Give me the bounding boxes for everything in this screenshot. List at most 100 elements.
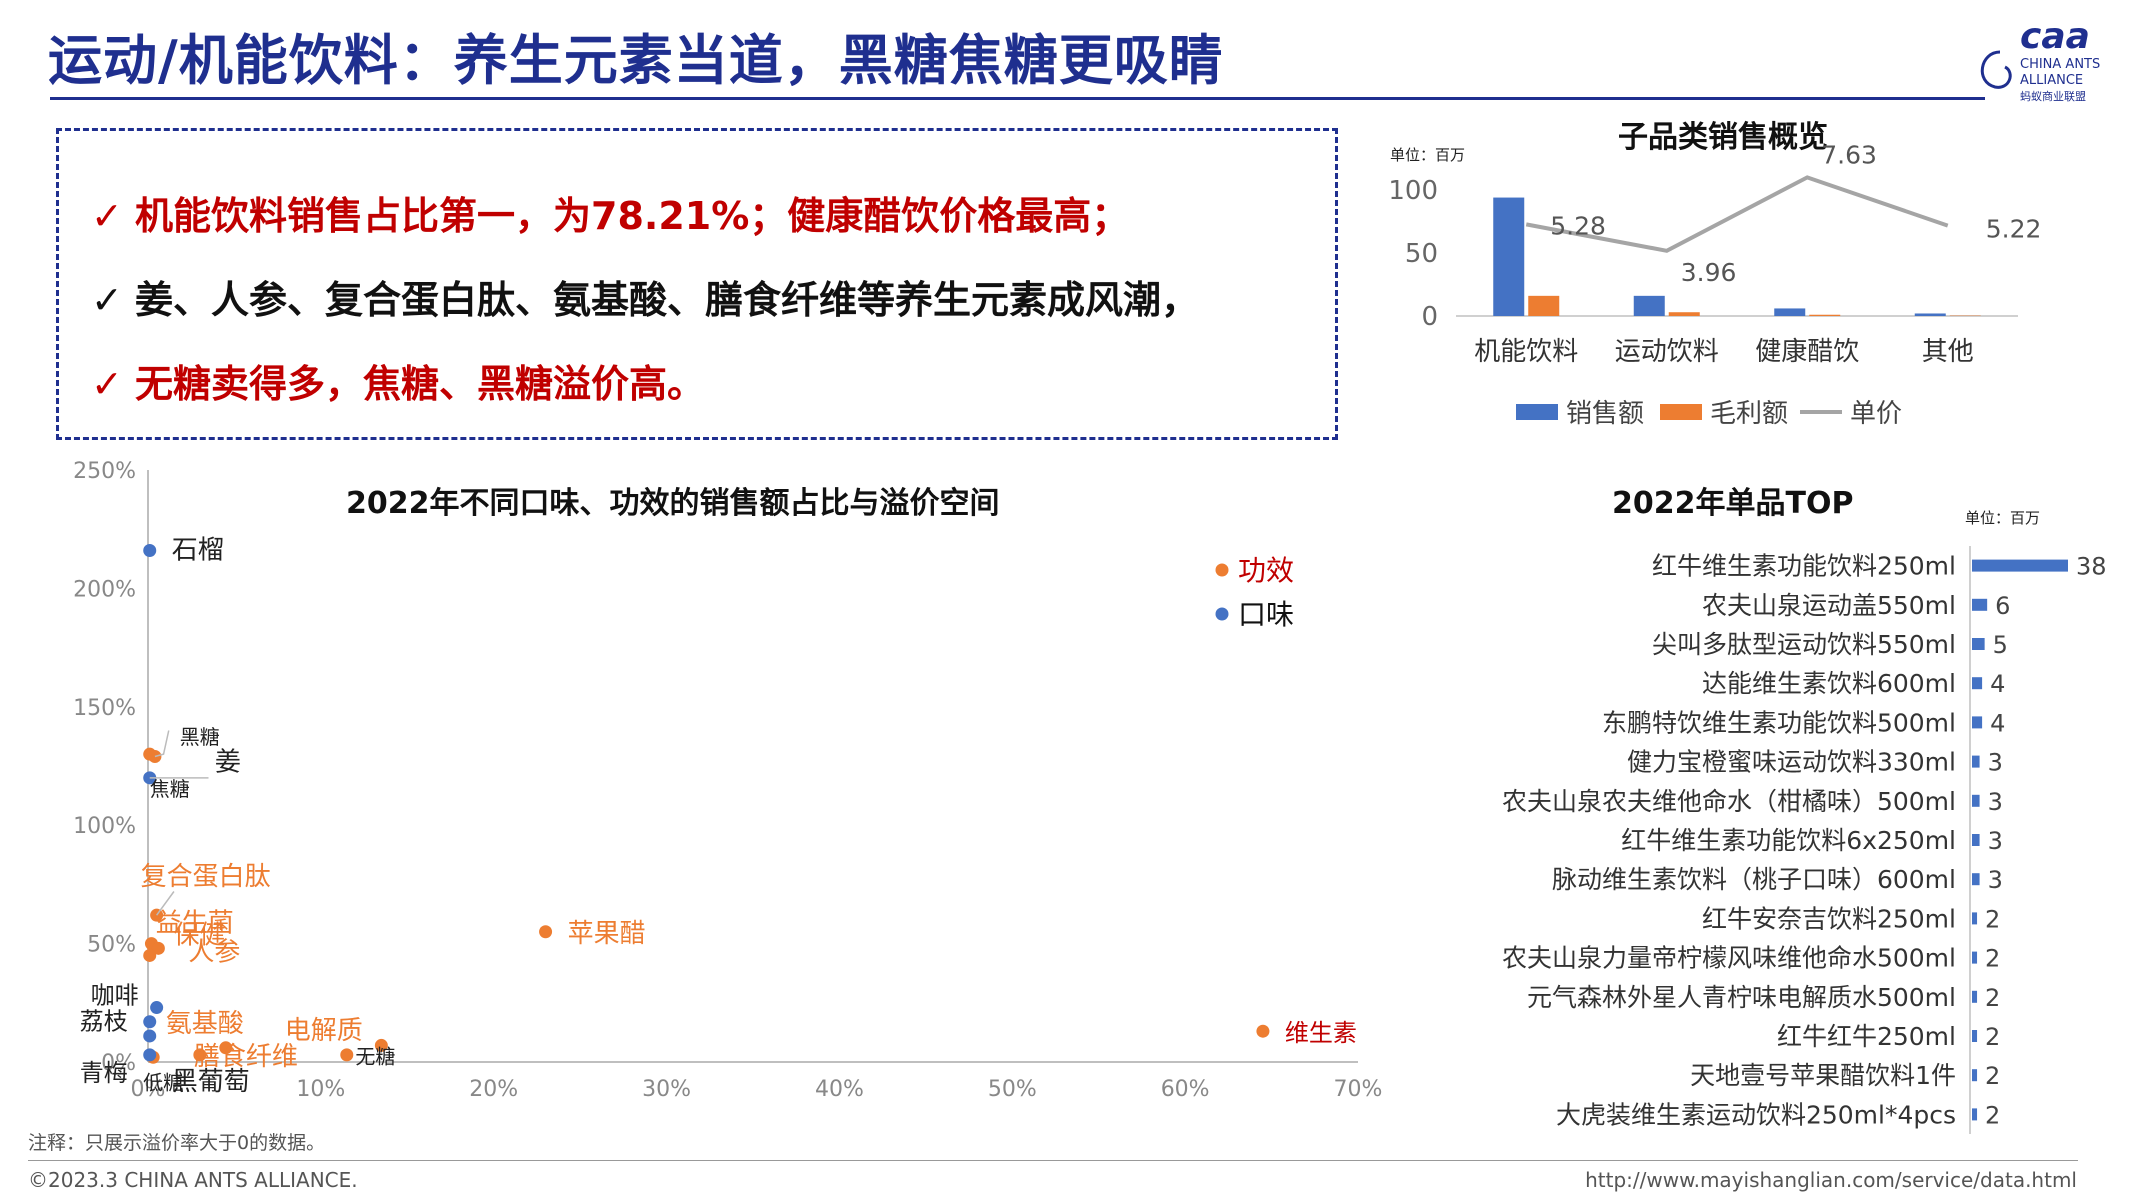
subcat-legend-marker xyxy=(1660,404,1702,420)
subcat-y-tick: 100 xyxy=(1388,176,1438,206)
scatter-point-label: 复合蛋白肽 xyxy=(141,862,271,892)
scatter-chart-title: 2022年不同口味、功效的销售额占比与溢价空间 xyxy=(346,486,1000,521)
subcat-price-label: 3.96 xyxy=(1681,258,1737,287)
scatter-y-tick: 50% xyxy=(87,933,136,958)
subcat-legend-label: 单价 xyxy=(1850,399,1902,429)
scatter-point xyxy=(151,941,165,955)
top-product-name: 天地壹号苹果醋饮料1件 xyxy=(1690,1061,1956,1090)
top-product-bar xyxy=(1972,873,1980,886)
subcat-price-line xyxy=(1525,175,1949,253)
logo-line1: CHINA ANTS xyxy=(2020,57,2100,72)
top-product-name: 达能维生素饮料600ml xyxy=(1702,669,1956,698)
subcat-price-label: 7.63 xyxy=(1821,140,1877,169)
scatter-legend-label: 口味 xyxy=(1238,598,1294,631)
subcat-sales-bar xyxy=(1914,313,1946,316)
top-product-name: 脉动维生素饮料（桃子口味）600ml xyxy=(1552,865,1956,894)
footnote: 注释：只展示溢价率大于0的数据。 xyxy=(28,1132,326,1154)
finding-text: 机能饮料销售占比第一，为78.21%；健康醋饮价格最高； xyxy=(135,194,1130,238)
top-product-name: 尖叫多肽型运动饮料550ml xyxy=(1652,630,1956,659)
key-findings-box: ✓ 机能饮料销售占比第一，为78.21%；健康醋饮价格最高； ✓ 姜、人参、复合蛋白… xyxy=(56,128,1338,440)
scatter-point-label: 低糖 xyxy=(143,1070,183,1094)
scatter-legend-marker xyxy=(1215,563,1229,577)
scatter-point xyxy=(539,925,553,939)
scatter-point xyxy=(143,1015,157,1029)
top-product-value: 2 xyxy=(1985,1101,2000,1129)
logo-mark: caa xyxy=(2020,16,2090,57)
scatter-point-label: 姜 xyxy=(215,748,241,778)
page-title: 运动/机能饮料：养生元素当道，黑糖焦糖更吸睛 xyxy=(48,29,1224,92)
top-product-bar xyxy=(1972,638,1985,650)
top-product-value: 4 xyxy=(1990,670,2005,698)
subcat-category-label: 健康醋饮 xyxy=(1755,337,1859,367)
scatter-x-tick: 0% xyxy=(131,1077,166,1102)
scatter-point xyxy=(219,1041,233,1055)
scatter-point-label: 苹果醋 xyxy=(568,919,646,949)
top-product-bar xyxy=(1972,559,2068,572)
subcat-profit-bar xyxy=(1668,312,1700,316)
logo-cn: 蚂蚁商业联盟 xyxy=(2020,89,2086,102)
subcat-category-label: 运动饮料 xyxy=(1615,337,1719,367)
scatter-legend-marker xyxy=(1215,607,1229,621)
scatter-x-tick: 20% xyxy=(469,1077,518,1102)
check-icon: ✓ xyxy=(91,362,123,406)
scatter-x-tick: 30% xyxy=(642,1077,691,1102)
top-product-bar xyxy=(1972,677,1983,690)
top-product-name: 红牛维生素功能饮料6x250ml xyxy=(1621,826,1956,855)
subcat-price-label: 5.28 xyxy=(1550,211,1606,240)
finding-text: 姜、人参、复合蛋白肽、氨基酸、膳食纤维等养生元素成风潮， xyxy=(135,278,1200,322)
top-product-value: 6 xyxy=(1995,592,2010,620)
subcat-y-tick: 0 xyxy=(1421,302,1438,332)
scatter-point xyxy=(150,1001,164,1015)
subcat-price-label: 5.22 xyxy=(1986,215,2042,244)
scatter-point-label: 青梅 xyxy=(80,1059,128,1087)
check-icon: ✓ xyxy=(91,278,123,322)
top-product-value: 3 xyxy=(1988,749,2003,777)
footer-divider xyxy=(28,1160,2078,1161)
scatter-x-tick: 40% xyxy=(815,1077,864,1102)
top-product-value: 3 xyxy=(1988,866,2003,894)
top-product-name: 红牛红牛250ml xyxy=(1777,1022,1956,1051)
scatter-y-tick: 100% xyxy=(73,814,136,839)
scatter-point-label: 维生素 xyxy=(1285,1019,1357,1047)
subcat-profit-bar xyxy=(1528,295,1560,316)
top-product-bar xyxy=(1972,834,1980,846)
copyright: ©2023.3 CHINA ANTS ALLIANCE. xyxy=(28,1168,358,1192)
scatter-point xyxy=(143,1048,157,1062)
scatter-point-label: 膳食纤维 xyxy=(194,1042,298,1072)
subcat-y-tick: 50 xyxy=(1405,239,1438,269)
title-divider xyxy=(50,97,1985,100)
scatter-y-tick: 0% xyxy=(101,1051,136,1076)
top-product-bar xyxy=(1972,912,1978,925)
top-product-value: 2 xyxy=(1985,1023,2000,1051)
top-product-name: 大虎装维生素运动饮料250ml*4pcs xyxy=(1556,1100,1956,1129)
leader-line xyxy=(156,891,175,916)
top-product-bar xyxy=(1972,1108,1978,1121)
subcat-sales-bar xyxy=(1633,295,1665,316)
subcat-legend-label: 销售额 xyxy=(1566,399,1644,429)
leader-line xyxy=(154,730,170,758)
scatter-point xyxy=(374,1038,388,1052)
logo-mark-icon: caa CHINA ANTS ALLIANCE 蚂蚁商业联盟 xyxy=(1980,16,2100,102)
scatter-point xyxy=(340,1048,354,1062)
finding-2: ✓ 姜、人参、复合蛋白肽、氨基酸、膳食纤维等养生元素成风潮， xyxy=(91,269,1199,324)
top-product-bar xyxy=(1972,794,1980,807)
subcategory-chart-title: 子品类销售概览 xyxy=(1618,120,1828,155)
top-product-bar xyxy=(1972,755,1980,768)
scatter-y-tick: 150% xyxy=(73,696,136,721)
scatter-legend-label: 功效 xyxy=(1238,554,1294,587)
scatter-point-label: 无糖 xyxy=(355,1044,395,1068)
scatter-point-label: 焦糖 xyxy=(150,777,190,801)
source-url[interactable]: http://www.mayishanglian.com/service/dat… xyxy=(1585,1168,2077,1192)
scatter-x-tick: 10% xyxy=(296,1077,345,1102)
scatter-point xyxy=(1256,1024,1270,1038)
top-products-unit: 单位：百万 xyxy=(1965,509,2041,527)
top-product-name: 健力宝橙蜜味运动饮料330ml xyxy=(1627,748,1956,777)
top-product-value: 2 xyxy=(1985,1062,2000,1090)
check-icon: ✓ xyxy=(91,194,123,238)
top-product-name: 元气森林外星人青柠味电解质水500ml xyxy=(1527,983,1956,1012)
subcat-profit-bar xyxy=(1809,314,1841,316)
subcat-category-label: 机能饮料 xyxy=(1474,337,1578,367)
top-product-name: 红牛安奈吉饮料250ml xyxy=(1702,904,1956,933)
top-product-value: 3 xyxy=(1988,788,2003,816)
